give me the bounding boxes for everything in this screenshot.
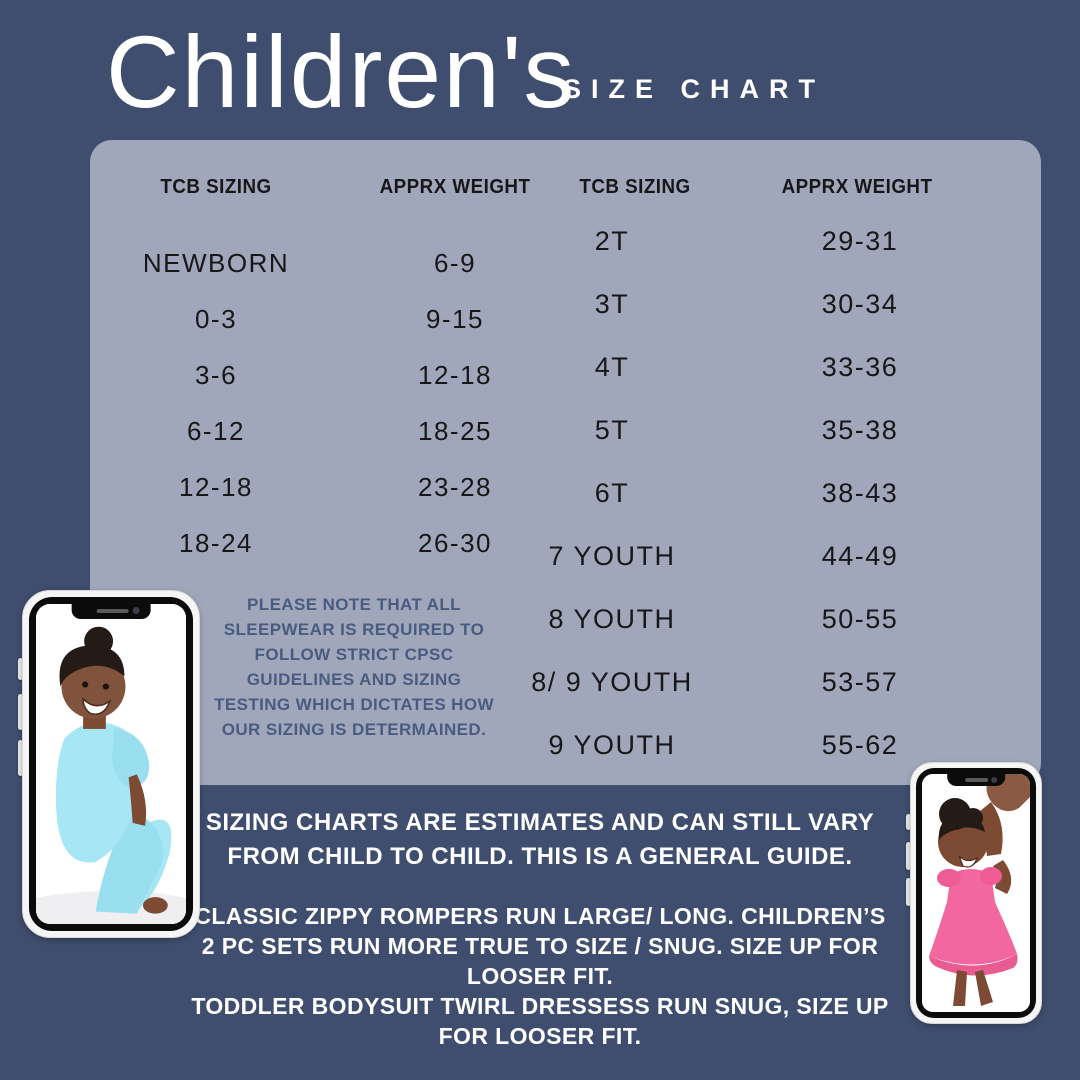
table-row-weight: 33-36 (821, 352, 899, 382)
footer-romper-fit-note: CLASSIC ZIPPY ROMPERS RUN LARGE/ LONG. C… (194, 903, 886, 989)
phone-speaker (96, 609, 129, 613)
header-apprx-weight-left: APPRX WEIGHT (379, 176, 531, 198)
phone-bezel (916, 768, 1036, 1018)
photo-girl-pajamas-illustration (36, 604, 186, 924)
table-row-size: 6-12 (186, 416, 246, 446)
table-row-weight: 44-49 (821, 541, 899, 571)
table-row-size: 3-6 (194, 360, 238, 390)
page-title: Children's (106, 15, 577, 129)
footer-notes: SIZING CHARTS ARE ESTIMATES AND CAN STIL… (190, 806, 890, 1051)
phone-volume-up-button (18, 694, 23, 730)
table-row-weight: 38-43 (821, 478, 899, 508)
table-row-size: 8/ 9 YOUTH (531, 667, 693, 697)
phone-volume-up-button (906, 842, 911, 870)
phone-mockup-left (18, 590, 200, 938)
phone-notch (71, 603, 151, 619)
table-row-weight: 55-62 (821, 730, 899, 760)
header-tcb-sizing-right: TCB SIZING (579, 176, 691, 198)
phone-bezel (29, 597, 193, 931)
table-row-size: 6T (594, 478, 630, 508)
table-row-weight: 26-30 (418, 528, 492, 558)
footer-dress-fit-note: TODDLER BODYSUIT TWIRL DRESSESS RUN SNUG… (191, 993, 889, 1049)
table-row-size: 12-18 (179, 472, 253, 502)
table-row-size: 9 YOUTH (548, 730, 676, 760)
phone-mockup-right (906, 762, 1042, 1024)
table-row-size: 5T (594, 415, 630, 445)
table-row-weight: 30-34 (821, 289, 899, 319)
table-row-weight: 9-15 (425, 304, 485, 334)
table-row-size: 8 YOUTH (548, 604, 676, 634)
phone-frame (22, 590, 200, 938)
sleepwear-cpsc-note: PLEASE NOTE THAT ALL SLEEPWEAR IS REQUIR… (214, 595, 494, 739)
table-row-size: NEWBORN (142, 248, 290, 278)
footer-general-guide-note: SIZING CHARTS ARE ESTIMATES AND CAN STIL… (205, 809, 875, 870)
photo-child-blue-pajamas (36, 604, 186, 924)
phone-camera-icon (132, 607, 140, 614)
table-row-weight: 6-9 (433, 248, 477, 278)
header-apprx-weight-right: APPRX WEIGHT (781, 176, 933, 198)
table-row-weight: 29-31 (821, 226, 899, 256)
size-table-panel (90, 140, 1041, 785)
photo-toddler-pink-dress (922, 774, 1030, 1012)
phone-notch (947, 774, 1005, 786)
table-row-weight: 23-28 (418, 472, 492, 502)
footer-fit-notes: CLASSIC ZIPPY ROMPERS RUN LARGE/ LONG. C… (190, 901, 890, 1051)
table-row-size: 4T (594, 352, 630, 382)
phone-mute-switch (18, 658, 23, 680)
table-row-weight: 53-57 (821, 667, 899, 697)
table-row-weight: 12-18 (418, 360, 492, 390)
table-row-size: 2T (594, 226, 630, 256)
phone-volume-down-button (906, 878, 911, 906)
table-row-weight: 50-55 (821, 604, 899, 634)
page-subtitle: SIZE CHART (563, 74, 825, 104)
table-row-size: 3T (594, 289, 630, 319)
table-row-size: 18-24 (179, 528, 253, 558)
photo-toddler-dress-illustration (922, 774, 1030, 1012)
header-tcb-sizing-left: TCB SIZING (160, 176, 272, 198)
phone-volume-down-button (18, 740, 23, 776)
table-row-weight: 18-25 (418, 416, 492, 446)
phone-camera-icon (990, 777, 997, 783)
table-row-size: 7 YOUTH (548, 541, 676, 571)
table-row-weight: 35-38 (821, 415, 899, 445)
phone-frame (910, 762, 1042, 1024)
phone-mute-switch (906, 814, 911, 830)
phone-speaker (965, 778, 989, 782)
table-row-size: 0-3 (194, 304, 238, 334)
